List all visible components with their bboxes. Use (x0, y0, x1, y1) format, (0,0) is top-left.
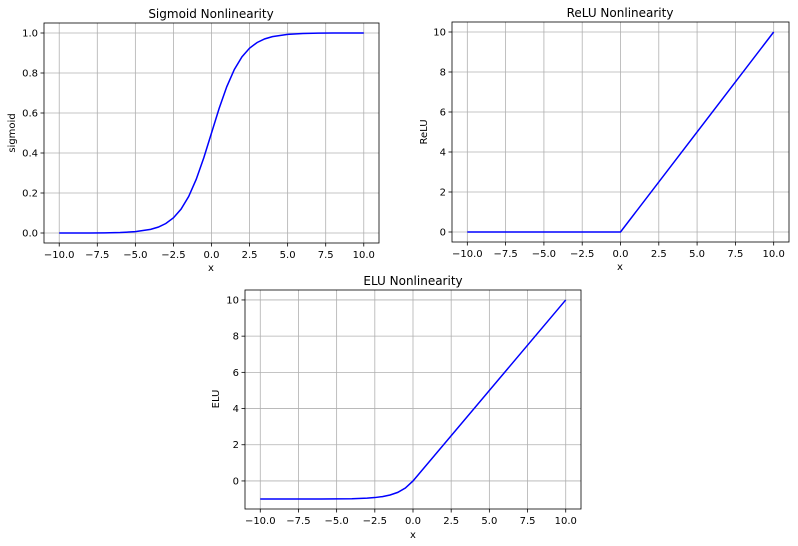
x-tick-label: 7.5 (318, 250, 334, 261)
x-tick-label: −5.0 (123, 250, 147, 261)
y-tick-label: 0 (440, 228, 446, 239)
y-tick-label: 6 (233, 368, 239, 379)
x-tick-label: 2.5 (443, 516, 459, 527)
y-axis-label: ELU (211, 390, 222, 409)
y-tick-label: 8 (233, 332, 239, 343)
x-tick-label: 7.5 (727, 249, 743, 260)
relu-chart: −10.0 −7.5 −5.0 −2.5 0.0 2.5 5.0 7.5 10.0 0 2 4 6 8 10… (419, 6, 790, 273)
y-tick-label: 0.2 (22, 189, 38, 200)
elu-series-line (260, 299, 567, 500)
y-tick-label: 0.0 (22, 229, 38, 240)
relu-plot-area: −10.0 −7.5 −5.0 −2.5 0.0 2.5 5.0 7.5 10.0 0 2 4 6 8 10 (433, 21, 790, 260)
x-tick-label: 0.0 (405, 516, 421, 527)
y-tick-label: 0.4 (22, 149, 38, 160)
y-tick-label: 0.6 (22, 109, 38, 120)
y-tick-label: 8 (440, 68, 446, 79)
x-tick-label: −2.5 (363, 516, 387, 527)
x-tick-label: 7.5 (520, 516, 536, 527)
x-tick-label: 0.0 (204, 250, 220, 261)
x-tick-label: −2.5 (161, 250, 185, 261)
x-axis-label: x (410, 530, 416, 541)
x-tick-label: −10.0 (44, 250, 75, 261)
y-tick-label: 6 (440, 108, 446, 119)
x-tick-label: 0.0 (613, 249, 629, 260)
y-axis-label: sigmoid (7, 113, 18, 152)
sigmoid-series-line (59, 32, 364, 234)
x-tick-label: 5.0 (689, 249, 705, 260)
x-tick-label: −5.0 (532, 249, 556, 260)
y-tick-label: 0 (233, 476, 239, 487)
elu-chart: −10.0 −7.5 −5.0 −2.5 0.0 2.5 5.0 7.5 10.0 0 2 4 6 8 10… (211, 274, 582, 541)
x-tick-label: −5.0 (324, 516, 348, 527)
chart-title: Sigmoid Nonlinearity (148, 7, 273, 21)
y-axis-label: ReLU (419, 119, 430, 144)
x-tick-label: 2.5 (242, 250, 258, 261)
x-tick-label: 2.5 (651, 249, 667, 260)
x-tick-label: −10.0 (245, 516, 276, 527)
y-tick-label: 10 (433, 28, 446, 39)
x-tick-label: −7.5 (493, 249, 517, 260)
x-axis-label: x (617, 262, 623, 273)
y-tick-label: 1.0 (22, 29, 38, 40)
x-axis-label: x (208, 263, 214, 274)
relu-series-line (467, 31, 775, 233)
x-tick-label: 10.0 (555, 516, 577, 527)
sigmoid-plot-area: −10.0 −7.5 −5.0 −2.5 0.0 2.5 5.0 7.5 10.0 0.0 0.2 0… (22, 22, 380, 261)
y-tick-label: 10 (226, 295, 239, 306)
y-tick-label: 4 (233, 404, 239, 415)
sigmoid-chart: −10.0 −7.5 −5.0 −2.5 0.0 2.5 5.0 7.5 10.0 0.0 0.2 0… (7, 7, 380, 274)
chart-title: ReLU Nonlinearity (567, 6, 674, 20)
y-tick-label: 4 (440, 148, 446, 159)
elu-plot-area: −10.0 −7.5 −5.0 −2.5 0.0 2.5 5.0 7.5 10.0 0 2 4 6 8 10 (226, 289, 582, 527)
chart-title: ELU Nonlinearity (363, 274, 462, 288)
x-tick-label: −2.5 (570, 249, 594, 260)
x-tick-label: −10.0 (452, 249, 483, 260)
x-tick-label: 10.0 (353, 250, 375, 261)
x-tick-label: 5.0 (481, 516, 497, 527)
x-tick-label: −7.5 (85, 250, 109, 261)
y-tick-label: 0.8 (22, 69, 38, 80)
x-tick-label: −7.5 (286, 516, 310, 527)
y-tick-label: 2 (233, 440, 239, 451)
x-tick-label: 5.0 (280, 250, 296, 261)
x-tick-label: 10.0 (763, 249, 785, 260)
y-tick-label: 2 (440, 188, 446, 199)
